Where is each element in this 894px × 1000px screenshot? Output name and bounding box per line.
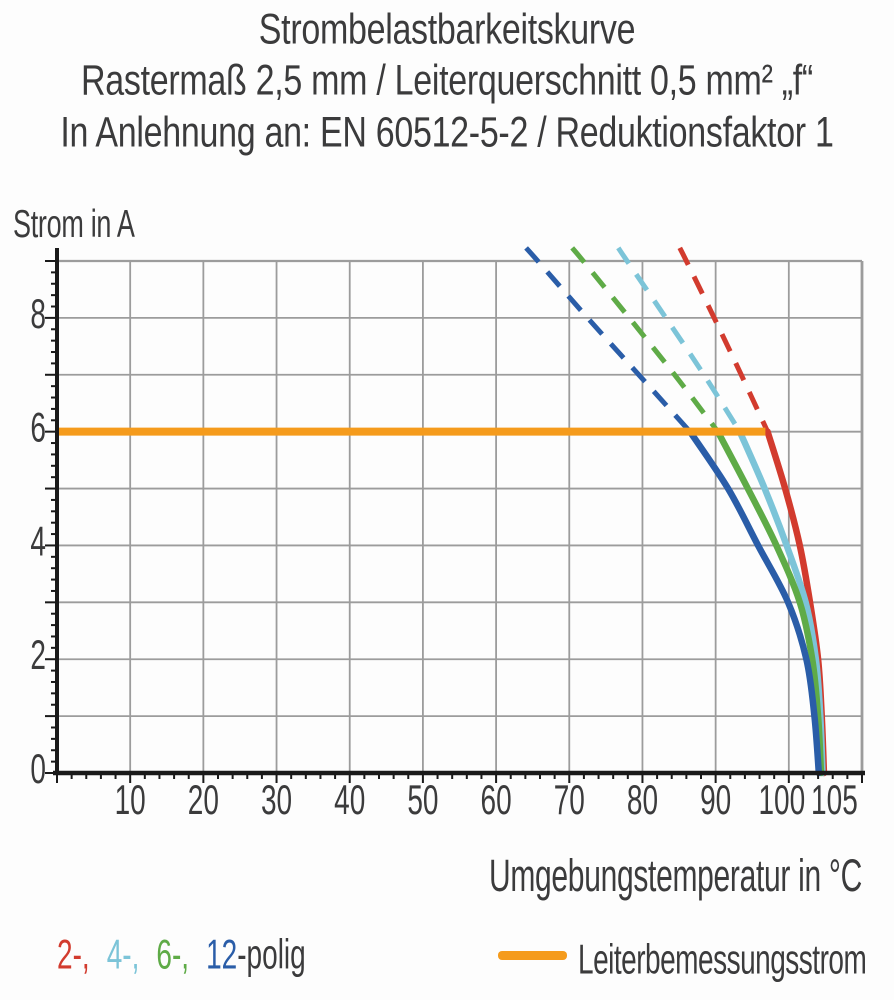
y-tick-labels: 0 2 4 6 8 bbox=[30, 290, 46, 792]
x-tick-label: 80 bbox=[627, 776, 658, 823]
x-tick-label: 100 bbox=[758, 776, 805, 823]
pole-legend-item: 2-, bbox=[57, 931, 90, 978]
pole-legend: 2-, 4-, 6-, 12-polig bbox=[57, 931, 306, 979]
pole-legend-item: 12 bbox=[206, 931, 238, 978]
x-tick-label: 50 bbox=[407, 776, 438, 823]
y-tick-label: 6 bbox=[30, 404, 46, 451]
chart-title: Strombelastbarkeitskurve bbox=[258, 6, 636, 54]
x-tick-label: 20 bbox=[188, 776, 219, 823]
curve-6-polig bbox=[714, 428, 825, 777]
pole-legend-item: 6-, bbox=[156, 931, 190, 978]
x-tick-labels: 10 20 30 40 50 60 70 80 90 100 105 bbox=[115, 776, 858, 823]
chart-subtitle: Rastermaß 2,5 mm / Leiterquerschnitt 0,5… bbox=[81, 57, 813, 105]
chart-standard-note: In Anlehnung an: EN 60512-5-2 / Reduktio… bbox=[60, 109, 834, 157]
curve-12-polig-dashed bbox=[524, 246, 692, 434]
y-axis-label: Strom in A bbox=[13, 202, 135, 246]
curve-6-polig-dashed bbox=[570, 246, 720, 434]
x-ticks bbox=[56, 773, 863, 783]
y-tick-label: 8 bbox=[30, 290, 46, 337]
pole-legend-item: 4-, bbox=[106, 931, 140, 978]
y-tick-label: 4 bbox=[30, 518, 46, 565]
curve-12-polig bbox=[686, 428, 823, 777]
x-axis-label: Umgebungstemperatur in °C bbox=[488, 852, 862, 902]
curve-2-polig-dashed bbox=[677, 246, 770, 433]
x-tick-label: 60 bbox=[481, 776, 512, 823]
rated-current-label: Leiterbemessungsstrom bbox=[578, 936, 867, 983]
y-tick-label: 0 bbox=[30, 745, 46, 792]
x-tick-label: 105 bbox=[811, 776, 858, 823]
pole-legend-items: 2-, 4-, 6-, 12 bbox=[57, 931, 237, 978]
curve-4-polig-dashed bbox=[616, 246, 742, 433]
plot-border bbox=[57, 259, 864, 773]
x-tick-label: 90 bbox=[700, 776, 731, 823]
x-tick-label: 10 bbox=[115, 776, 146, 823]
pole-legend-suffix: -polig bbox=[237, 931, 306, 978]
x-tick-label: 70 bbox=[554, 776, 585, 823]
x-tick-label: 30 bbox=[261, 776, 292, 823]
rated-current-swatch bbox=[498, 951, 567, 960]
y-tick-label: 2 bbox=[30, 632, 46, 679]
y-ticks bbox=[45, 260, 57, 774]
x-tick-label: 40 bbox=[334, 776, 365, 823]
grid bbox=[57, 261, 862, 773]
